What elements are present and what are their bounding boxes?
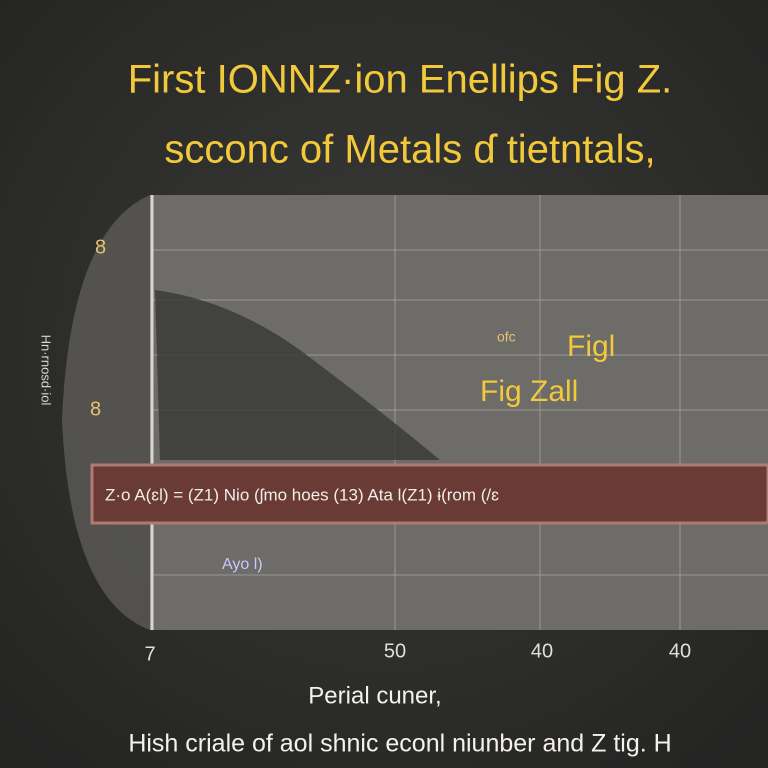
- shaded-area: [155, 290, 440, 460]
- annotation: ofc: [497, 329, 516, 345]
- x-tick-label: 50: [384, 640, 406, 662]
- y-tick-label: 8: [95, 236, 106, 258]
- annotation: Ayo l): [222, 556, 263, 573]
- band-text: Z·o A(ɛl) = (Z1) Nio (ʃmo hoes (13) Ata …: [105, 485, 499, 504]
- title-line: First IONNZ·ion Enellips Fig Z.: [128, 58, 673, 102]
- annotation: Fig Zall: [480, 375, 578, 408]
- title-line: scconc of Metals ɗ tietntals,: [164, 128, 655, 172]
- y-tick-label: 8: [90, 398, 101, 420]
- footer-line: Hish criale of aol shnic econl niunber a…: [128, 730, 671, 758]
- x-tick-label: 7: [144, 643, 155, 665]
- highlight-band: [90, 463, 768, 525]
- y-axis-label: Hn·rnosd·iol: [39, 335, 54, 406]
- annotation: Figl: [567, 330, 615, 363]
- x-tick-label: 40: [669, 640, 691, 662]
- footer-line: Perial cuner,: [308, 682, 441, 709]
- x-tick-label: 40: [531, 640, 553, 662]
